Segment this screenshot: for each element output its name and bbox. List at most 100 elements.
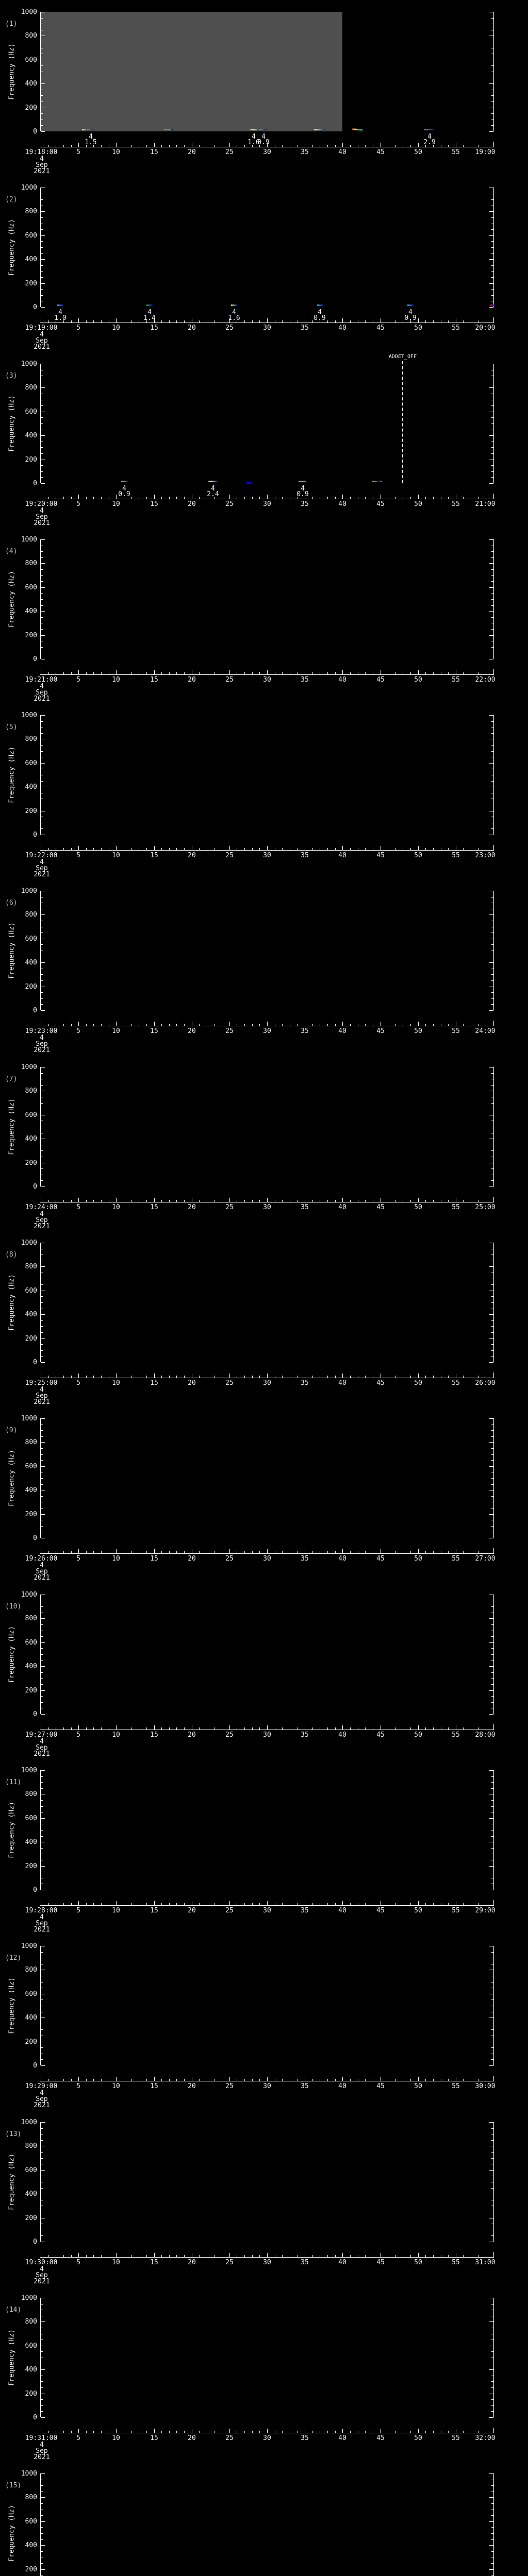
x-tick xyxy=(259,1727,260,1730)
y-tick xyxy=(491,1484,493,1485)
x-tick xyxy=(267,318,268,323)
y-tick-label: 200 xyxy=(25,807,37,815)
x-tick xyxy=(259,2255,260,2257)
x-tick-label: 40 xyxy=(338,1907,346,1914)
y-tick-label: 1000 xyxy=(21,887,37,895)
x-tick-label: 5 xyxy=(76,2082,80,2090)
x-tick xyxy=(184,2431,185,2433)
x-tick xyxy=(244,1200,245,1202)
x-tick-label: 45 xyxy=(376,852,385,859)
x-tick xyxy=(229,495,230,499)
y-tick xyxy=(491,569,493,570)
x-tick xyxy=(93,2431,94,2433)
x-tick xyxy=(244,145,245,147)
x-tick xyxy=(342,1198,343,1202)
x-tick xyxy=(101,672,102,674)
x-tick xyxy=(425,1376,426,1378)
y-tick xyxy=(41,453,43,454)
y-tick xyxy=(41,1326,43,1327)
y-axis-left-spine xyxy=(40,1418,41,1538)
event-day-label: 4 xyxy=(261,133,266,141)
x-tick xyxy=(116,1022,117,1026)
x-tick xyxy=(199,1376,200,1378)
spectrogram-panel: (9) Frequency (Hz) 1000 800 600 400 200 0 5 10 15 2… xyxy=(0,1406,528,1583)
y-tick xyxy=(41,447,43,448)
event-mark xyxy=(246,482,251,484)
x-tick xyxy=(101,1200,102,1202)
x-tick xyxy=(463,320,464,323)
x-tick xyxy=(93,1200,94,1202)
x-tick xyxy=(418,495,419,499)
y-tick xyxy=(41,18,43,19)
x-tick xyxy=(78,1198,79,1202)
x-tick xyxy=(493,317,494,323)
y-tick xyxy=(41,1314,45,1315)
y-tick xyxy=(41,617,43,618)
x-tick xyxy=(93,2079,94,2081)
x-tick-label: 15 xyxy=(150,1731,158,1739)
end-time-label: 25:00 xyxy=(475,1204,496,1211)
event-mark xyxy=(146,304,153,306)
y-axis-left-spine xyxy=(40,1595,41,1714)
x-tick-label: 25 xyxy=(225,500,234,508)
y-tick xyxy=(491,423,493,424)
x-tick xyxy=(176,1903,177,1905)
x-tick xyxy=(154,1549,155,1553)
x-tick-label: 5 xyxy=(76,676,80,684)
x-tick xyxy=(259,848,260,850)
y-tick-label: 1000 xyxy=(21,1063,37,1071)
x-tick xyxy=(176,320,177,323)
x-tick xyxy=(131,1376,132,1378)
event-day-label: 4 xyxy=(427,133,432,141)
y-tick xyxy=(489,611,493,612)
y-tick xyxy=(41,83,45,84)
x-tick xyxy=(78,1725,79,1730)
y-axis-title: Frequency (Hz) xyxy=(8,2329,16,2386)
x-tick xyxy=(63,497,64,499)
x-tick xyxy=(71,848,72,850)
x-tick xyxy=(229,318,230,323)
x-tick-label: 15 xyxy=(150,2434,158,2442)
x-tick xyxy=(433,1200,434,1202)
y-tick xyxy=(41,1496,43,1497)
annotation-label: ADDET_OFF xyxy=(388,354,417,360)
x-tick xyxy=(176,1376,177,1378)
x-axis xyxy=(40,674,494,675)
y-tick-label: 600 xyxy=(25,1990,37,1998)
x-tick xyxy=(63,848,64,850)
x-tick-label: 15 xyxy=(150,676,158,684)
y-tick xyxy=(41,1636,43,1637)
y-tick-label: 1000 xyxy=(21,1767,37,1774)
x-tick xyxy=(63,320,64,323)
x-tick xyxy=(410,320,411,323)
y-tick-label: 600 xyxy=(25,584,37,591)
event-day-label: 4 xyxy=(408,309,412,316)
y-tick-label: 200 xyxy=(25,1335,37,1343)
x-tick xyxy=(131,1727,132,1730)
x-tick xyxy=(48,1727,49,1730)
x-tick xyxy=(48,320,49,323)
panel-number-label: (4) xyxy=(5,548,18,555)
x-tick xyxy=(161,2431,162,2433)
y-tick-label: 800 xyxy=(25,2494,37,2501)
y-tick xyxy=(491,405,493,406)
y-tick xyxy=(41,593,43,594)
x-tick xyxy=(463,672,464,674)
y-axis-right-spine xyxy=(493,188,494,307)
x-tick xyxy=(101,1376,102,1378)
y-tick xyxy=(491,1508,493,1509)
x-tick xyxy=(71,2079,72,2081)
x-tick xyxy=(312,1727,313,1730)
y-axis-right-spine xyxy=(493,1243,494,1362)
y-tick-label: 600 xyxy=(25,232,37,240)
y-tick-label: 0 xyxy=(33,2062,37,2070)
x-tick xyxy=(146,2255,147,2257)
x-tick-label: 50 xyxy=(414,1027,422,1035)
event-mark xyxy=(424,129,434,130)
event-value-label: 0.9 xyxy=(296,490,309,498)
y-tick xyxy=(41,471,43,472)
y-tick-label: 800 xyxy=(25,1966,37,1974)
y-tick xyxy=(41,253,43,254)
x-tick xyxy=(101,1903,102,1905)
x-tick-label: 35 xyxy=(301,1555,309,1563)
